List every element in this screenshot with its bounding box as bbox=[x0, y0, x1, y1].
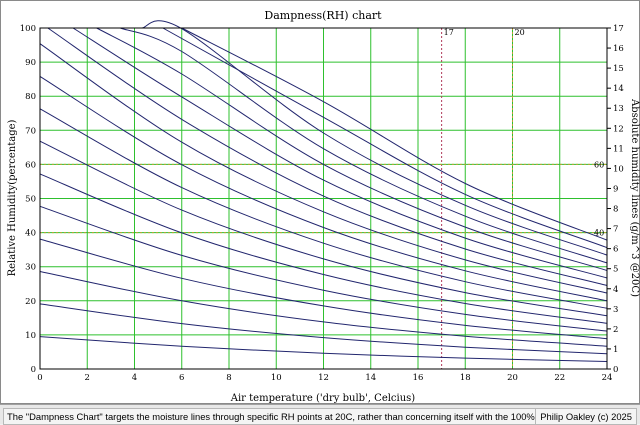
x-tick-label: 22 bbox=[554, 373, 565, 383]
y2-tick-label: 0 bbox=[613, 365, 618, 375]
x-tick-label: 20 bbox=[507, 373, 518, 383]
humidity-curves bbox=[39, 20, 608, 362]
x-tick-label: 16 bbox=[413, 373, 424, 383]
y-tick-label: 30 bbox=[25, 263, 36, 273]
humidity-curve bbox=[39, 108, 608, 309]
x-tick-label: 24 bbox=[602, 373, 613, 383]
plot-border bbox=[39, 27, 608, 370]
y-tick-label: 100 bbox=[20, 24, 36, 34]
humidity-curve bbox=[39, 336, 608, 362]
y2-tick-label: 16 bbox=[613, 44, 624, 54]
x-tick-label: 6 bbox=[179, 373, 184, 383]
chart-title: Dampness(RH) chart bbox=[264, 9, 382, 22]
x-tick-label: 0 bbox=[37, 373, 42, 383]
y-tick-label: 0 bbox=[31, 365, 36, 375]
humidity-curve bbox=[162, 27, 608, 249]
y2-tick-label: 8 bbox=[613, 205, 618, 215]
x-tick-label: 14 bbox=[365, 373, 376, 383]
humidity-curve bbox=[39, 303, 608, 355]
reference-lines: 17 20 60 40 bbox=[40, 28, 607, 369]
y2-tick-label: 17 bbox=[613, 24, 624, 34]
y2-tick-label: 6 bbox=[613, 245, 618, 255]
y2-tick-label: 14 bbox=[613, 84, 624, 94]
y-tick-label: 60 bbox=[25, 160, 36, 170]
chart-frame: 17 20 60 40 0 2 4 6 8 10 12 14 16 18 20 22 24 0 10 20 30 40 5… bbox=[0, 0, 640, 404]
humidity-curve bbox=[39, 238, 608, 340]
humidity-curve bbox=[39, 140, 608, 317]
y2-axis-label: Absolute humidity lines (g/m^3 @20C) bbox=[629, 98, 640, 297]
y-tick-label: 70 bbox=[25, 126, 36, 136]
y2-tick-label: 13 bbox=[613, 104, 624, 114]
reference-line-y-label: 60 bbox=[594, 160, 604, 169]
x-tick-label: 12 bbox=[318, 373, 329, 383]
y-tick-label: 20 bbox=[25, 297, 36, 307]
humidity-curve bbox=[39, 271, 608, 347]
humidity-curve bbox=[39, 173, 608, 324]
humidity-curve bbox=[39, 205, 608, 332]
reference-line-y-label: 40 bbox=[594, 229, 604, 238]
humidity-curve bbox=[72, 27, 608, 279]
x-tick-label: 10 bbox=[271, 373, 282, 383]
tick-labels: 0 2 4 6 8 10 12 14 16 18 20 22 240102030405060708090… bbox=[20, 24, 624, 383]
humidity-curve bbox=[181, 27, 608, 241]
humidity-curve bbox=[39, 43, 608, 294]
y2-tick-label: 11 bbox=[613, 144, 624, 154]
y2-tick-label: 1 bbox=[613, 345, 618, 355]
y-tick-label: 90 bbox=[25, 58, 36, 68]
y2-tick-label: 12 bbox=[613, 124, 624, 134]
grid-layer bbox=[40, 28, 607, 369]
x-tick-label: 18 bbox=[460, 373, 471, 383]
y2-tick-label: 3 bbox=[613, 305, 618, 315]
y2-tick-label: 5 bbox=[613, 265, 618, 275]
humidity-curve bbox=[96, 27, 608, 271]
y-axis-label: Relative Humidity(percentage) bbox=[7, 119, 18, 276]
humidity-curve bbox=[47, 27, 608, 286]
humidity-curve bbox=[39, 75, 608, 302]
y-tick-label: 40 bbox=[25, 229, 36, 239]
footer-note: The "Dampness Chart" targets the moistur… bbox=[3, 408, 603, 425]
humidity-curve bbox=[141, 20, 608, 256]
y2-tick-label: 7 bbox=[613, 225, 618, 235]
x-tick-label: 8 bbox=[226, 373, 231, 383]
y2-tick-label: 2 bbox=[613, 325, 618, 335]
y2-tick-label: 9 bbox=[613, 184, 618, 194]
reference-line-x-label: 20 bbox=[515, 28, 525, 37]
status-footer: The "Dampness Chart" targets the moistur… bbox=[0, 404, 640, 425]
author-credit: Philip Oakley (c) 2025 bbox=[535, 408, 637, 425]
y2-tick-label: 10 bbox=[613, 164, 624, 174]
humidity-curve bbox=[120, 27, 608, 264]
reference-line-x-label: 17 bbox=[444, 28, 454, 37]
y2-tick-label: 15 bbox=[613, 64, 624, 74]
y-tick-label: 80 bbox=[25, 92, 36, 102]
x-tick-label: 4 bbox=[132, 373, 137, 383]
y-tick-label: 10 bbox=[25, 331, 36, 341]
y-tick-label: 50 bbox=[25, 195, 36, 205]
x-axis-label: Air temperature ('dry bulb', Celcius) bbox=[230, 393, 416, 404]
x-tick-label: 2 bbox=[85, 373, 90, 383]
y2-tick-label: 4 bbox=[613, 285, 618, 295]
